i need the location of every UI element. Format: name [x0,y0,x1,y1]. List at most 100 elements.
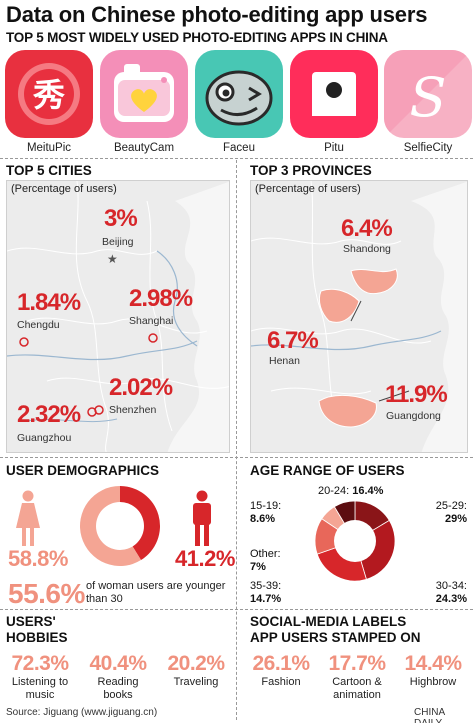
divider [0,457,473,458]
young-women-percent: 55.6% [8,578,85,609]
social-label-item: 26.1% Fashion [244,652,318,689]
age-label-text: 30-34: [435,580,467,592]
demographics-heading: USER DEMOGRAPHICS [6,463,160,478]
app-label-faceu: Faceu [223,142,255,154]
hobby-label-line2: books [103,689,133,701]
hobby-label-line1: Reading [97,676,139,688]
social-label-item: 14.4% Highbrow [396,652,470,689]
age-label-30-34: 30-34: 24.3% [425,580,467,606]
male-icon [193,490,211,546]
guangdong-label: Guangdong [386,410,441,422]
age-label-text: 25-29: [435,500,467,512]
hobby-item: 72.3% Listening to music [2,652,78,702]
social-heading: SOCIAL-MEDIA LABELS APP USERS STAMPED ON [250,614,421,646]
meitupic-app-icon: 秀 [5,50,93,138]
chengdu-marker [19,337,29,347]
page-title: Data on Chinese photo-editing app users [6,2,428,27]
vertical-divider [236,160,237,720]
shandong-region [350,268,398,295]
meitupic-glyph: 秀 [32,76,65,114]
pitu-app-icon [290,50,378,138]
hobby-item: 40.4% Reading books [80,652,156,702]
hobby-value: 72.3% [11,652,69,675]
provinces-note: (Percentage of users) [255,183,361,195]
shenzhen-marker [94,405,104,415]
social-label-line2: animation [333,689,381,701]
beautycam-app-icon [100,50,188,138]
age-label-text: 35-39: [250,580,282,592]
hobby-value: 40.4% [89,652,147,675]
chengdu-label: Chengdu [17,319,60,331]
cities-note: (Percentage of users) [11,183,117,195]
age-label-20-24: 20-24: 16.4% [318,485,383,498]
social-label-line1: Fashion [261,676,301,688]
hobby-label-line2: music [25,689,55,701]
henan-label: Henan [269,355,300,367]
beijing-label: Beijing [102,236,134,248]
provinces-map: (Percentage of users) 6.4% Shandong 6.7%… [250,180,468,453]
app-label-beautycam: BeautyCam [113,142,175,154]
app-label-meitupic: MeituPic [26,142,72,154]
female-percent: 58.8% [8,546,68,571]
age-label-15-19: 15-19: 8.6% [250,500,281,526]
social-label-line1: Highbrow [409,676,457,688]
age-label-text: 15-19: [250,500,282,512]
shenzhen-value: 2.02% [109,374,173,401]
apps-subtitle: TOP 5 MOST WIDELY USED PHOTO-EDITING APP… [6,30,388,45]
beijing-value: 3% [104,205,138,232]
hobby-value: 20.2% [167,652,225,675]
shanghai-value: 2.98% [129,285,193,312]
social-value: 17.7% [328,652,386,675]
guangzhou-label: Guangzhou [17,432,72,444]
age-label-25-29: 25-29: 29% [425,500,467,526]
age-label-value: 7% [250,561,266,573]
gender-donut [80,486,161,566]
hobbies-heading-line1: USERS' [6,614,56,629]
social-label-line1: Cartoon & [332,676,382,688]
source-note: Source: Jiguang (www.jiguang.cn) [6,707,158,718]
guangdong-leader-line [378,390,410,402]
cities-heading: TOP 5 CITIES [6,163,92,178]
beijing-star-icon: ★ [107,252,118,266]
selfiecity-glyph: S [410,66,447,129]
age-label-other: Other: 7% [250,548,281,574]
social-heading-line2: APP USERS STAMPED ON [250,630,421,645]
age-label-text: 20-24: [318,485,350,497]
guangzhou-value: 2.32% [17,401,81,428]
female-icon [16,490,40,546]
app-label-pitu: Pitu [324,142,344,154]
age-label-value: 16.4% [352,485,384,497]
divider [0,158,473,159]
shandong-value: 6.4% [341,215,393,242]
henan-leader-line [350,300,362,322]
henan-value: 6.7% [267,327,319,354]
hobbies-heading: USERS' HOBBIES [6,614,68,646]
chengdu-value: 1.84% [17,289,81,316]
provinces-heading: TOP 3 PROVINCES [250,163,372,178]
age-label-value: 24.3% [435,593,467,605]
shanghai-marker [148,333,158,343]
faceu-app-icon [195,50,283,138]
social-label-item: 17.7% Cartoon & animation [320,652,394,702]
age-label-35-39: 35-39: 14.7% [250,580,281,606]
cities-map: ★ (Percentage of users) 3% Beijing 1.84%… [6,180,230,453]
henan-region [318,288,360,323]
male-percent: 41.2% [175,546,235,571]
age-label-value: 14.7% [250,593,282,605]
guangdong-region [318,394,377,428]
hobby-label-line1: Listening to [11,676,69,688]
shandong-label: Shandong [343,243,391,255]
age-label-value: 8.6% [250,513,276,525]
age-label-value: 29% [444,513,467,525]
app-label-selfiecity: SelfieCity [403,142,453,154]
social-heading-line1: SOCIAL-MEDIA LABELS [250,614,407,629]
hobby-label-line1: Traveling [173,676,219,688]
hobby-item: 20.2% Traveling [158,652,234,689]
divider [0,609,473,610]
guangdong-value: 11.9% [385,381,448,408]
social-value: 14.4% [404,652,462,675]
young-women-text: of woman users are younger than 30 [86,580,226,605]
hobbies-heading-line2: HOBBIES [6,630,68,645]
age-range-heading: AGE RANGE OF USERS [250,463,405,478]
age-label-text: Other: [250,548,281,560]
